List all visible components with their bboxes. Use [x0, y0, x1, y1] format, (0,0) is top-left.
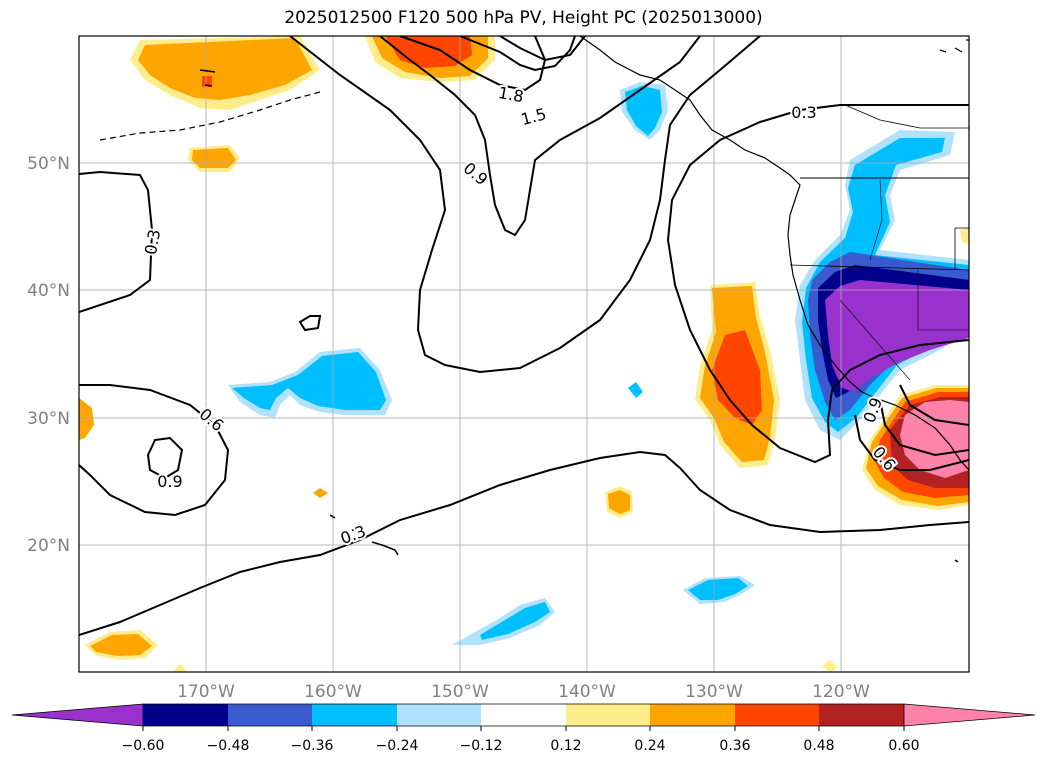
- contour-label: 0.6: [196, 404, 228, 435]
- lat-label-30n: 30°N: [27, 409, 70, 429]
- colorbar-tick-label: 0.12: [550, 738, 581, 754]
- positive-pv-area-small-core: [192, 148, 236, 168]
- lon-label-160w: 160°W: [304, 682, 362, 702]
- lon-label-170w: 170°W: [177, 682, 235, 702]
- colorbar-tick-label: −0.12: [460, 738, 503, 754]
- lon-label-140w: 140°W: [558, 682, 616, 702]
- contour-label: 0.3: [141, 228, 164, 256]
- colorbar-tick-label: −0.48: [207, 738, 250, 754]
- latitude-labels: 50°N 40°N 30°N 20°N: [27, 154, 70, 556]
- negative-pv-area-south-a-core: [688, 578, 748, 600]
- contour-label: 0.3: [791, 103, 816, 122]
- pv-filled-contours: [79, 36, 969, 672]
- colorbar-tick-label: 0.24: [634, 738, 665, 754]
- positive-pv-area-east-edge: [960, 228, 969, 245]
- map-title: 2025012500 F120 500 hPa PV, Height PC (2…: [284, 8, 763, 28]
- colorbar-segment: [735, 704, 819, 726]
- positive-pv-area-tiny-a-core: [608, 490, 630, 514]
- contour-label: 0.3: [338, 522, 368, 549]
- positive-pv-area-gulf-of-alaska: [365, 36, 495, 82]
- colorbar-tick-label: 0.48: [803, 738, 834, 754]
- positive-pv-area-bottom-edge-b: [172, 664, 188, 672]
- colorbar-segment: [143, 704, 228, 726]
- lon-label-150w: 150°W: [431, 682, 489, 702]
- contour-label: 0.9: [157, 472, 182, 491]
- colorbar-segment: [312, 704, 397, 726]
- longitude-labels: 170°W 160°W 150°W 140°W 130°W 120°W: [177, 682, 870, 702]
- colorbar-tick-label: −0.60: [122, 738, 165, 754]
- colorbar-tick-label: 0.36: [719, 738, 750, 754]
- colorbar-segment: [650, 704, 735, 726]
- map-frame: [78, 35, 970, 673]
- contour-label: 1.5: [519, 104, 549, 129]
- graticule: [79, 36, 969, 672]
- coastlines: [99, 36, 969, 563]
- negative-pv-area-south-b-core: [480, 602, 550, 640]
- positive-pv-area-tiny-b: [313, 488, 328, 498]
- negative-pv-area-alaska-core: [625, 86, 662, 136]
- negative-pv-area-central-pacific: [228, 348, 392, 418]
- colorbar-tick-label: −0.36: [291, 738, 334, 754]
- lon-label-120w: 120°W: [812, 682, 870, 702]
- colorbar-tick-label: −0.24: [376, 738, 419, 754]
- lat-label-50n: 50°N: [27, 154, 70, 174]
- colorbar-segment: [397, 704, 481, 726]
- positive-pv-area-bottom-edge: [822, 660, 838, 672]
- negative-pv-area-tiny: [628, 382, 643, 398]
- colorbar-extend-min: [11, 703, 144, 727]
- colorbar-extend-max: [903, 703, 1036, 727]
- positive-pv-area-offshore-california: [695, 282, 780, 468]
- lat-label-40n: 40°N: [27, 281, 70, 301]
- colorbar-segment: [819, 704, 904, 726]
- colorbar-segment: [228, 704, 312, 726]
- colorbar: −0.60 −0.48 −0.36 −0.24 −0.12 0.12 0.24 …: [11, 703, 1036, 754]
- contour-label: 1.8: [497, 83, 525, 106]
- positive-pv-area-southwest-core: [90, 634, 152, 656]
- positive-pv-area-gulf-of-alaska-west: [130, 36, 320, 110]
- colorbar-segment: [481, 704, 566, 726]
- colorbar-tick-label: 0.60: [888, 738, 919, 754]
- height-contours: [79, 36, 969, 636]
- positive-pv-area-west-edge: [79, 398, 94, 440]
- lat-label-20n: 20°N: [27, 536, 70, 556]
- colorbar-segment: [566, 704, 650, 726]
- lon-label-130w: 130°W: [685, 682, 743, 702]
